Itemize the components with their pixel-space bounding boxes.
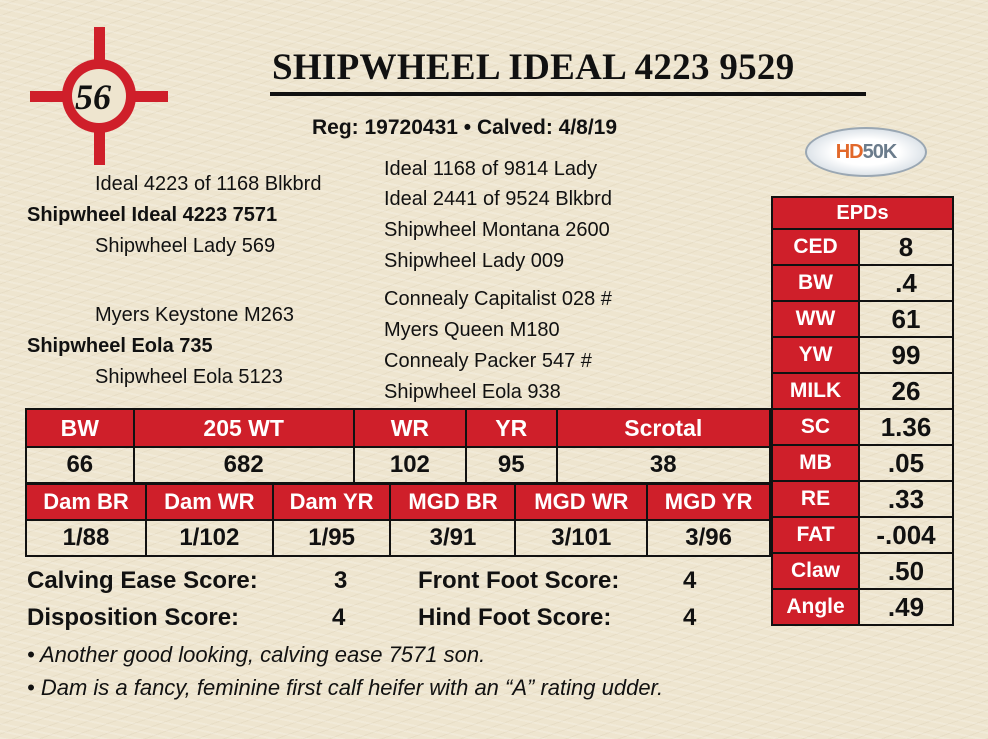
header-cell: Dam YR — [271, 483, 392, 521]
sire: Shipwheel Ideal 4223 7571 — [27, 204, 278, 226]
epd-value: 61 — [858, 300, 954, 338]
value-cell: 102 — [352, 446, 467, 484]
epd-row: MILK 26 — [771, 372, 954, 410]
sire-dam-sire: Shipwheel Montana 2600 — [384, 219, 610, 241]
animal-name-title: SHIPWHEEL IDEAL 4223 9529 — [272, 47, 795, 88]
epd-row: MB .05 — [771, 444, 954, 482]
dam-sire-sire: Connealy Capitalist 028 # — [384, 288, 612, 310]
front-foot-score-label: Front Foot Score: — [418, 567, 620, 594]
sire-sire-sire: Ideal 1168 of 9814 Lady — [384, 158, 598, 180]
epd-row: Angle .49 — [771, 588, 954, 626]
epd-row: BW .4 — [771, 264, 954, 302]
disposition-score: 4 — [332, 604, 346, 631]
sire-sire: Ideal 4223 of 1168 Blkbrd — [95, 173, 322, 195]
sire-dam-dam: Shipwheel Lady 009 — [384, 250, 565, 272]
header-cell: 205 WT — [132, 408, 355, 448]
value-cell: 3/96 — [646, 519, 771, 557]
header-cell: WR — [352, 408, 467, 448]
epd-value: .49 — [858, 588, 954, 626]
lot-number: 56 — [75, 77, 111, 117]
header-cell: Dam BR — [25, 483, 147, 521]
epd-row: Claw .50 — [771, 552, 954, 590]
value-cell: 3/101 — [514, 519, 649, 557]
performance-table: BW 205 WT WR YR Scrotal 66 682 102 95 38 — [25, 408, 772, 484]
epd-value: -.004 — [858, 516, 954, 554]
lot-badge-crosshair-icon — [30, 27, 168, 165]
epd-value: .4 — [858, 264, 954, 302]
epd-label: Angle — [771, 588, 860, 626]
epd-label: MILK — [771, 372, 860, 410]
epd-value: 1.36 — [858, 408, 954, 446]
title-underline — [270, 92, 866, 96]
epd-label: BW — [771, 264, 860, 302]
value-cell: 95 — [464, 446, 558, 484]
header-cell: MGD BR — [389, 483, 517, 521]
epd-label: YW — [771, 336, 860, 374]
value-cell: 3/91 — [389, 519, 517, 557]
header-cell: MGD YR — [646, 483, 771, 521]
header-cell: Scrotal — [555, 408, 772, 448]
epd-value: .50 — [858, 552, 954, 590]
epd-label: SC — [771, 408, 860, 446]
epd-row: RE .33 — [771, 480, 954, 518]
epd-label: CED — [771, 228, 860, 266]
header-cell: MGD WR — [514, 483, 649, 521]
note-2: • Dam is a fancy, feminine first calf he… — [27, 675, 664, 700]
dam-sire: Myers Keystone M263 — [95, 304, 294, 326]
epd-row: WW 61 — [771, 300, 954, 338]
epd-value: .05 — [858, 444, 954, 482]
dam: Shipwheel Eola 735 — [27, 335, 213, 357]
value-cell: 1/95 — [271, 519, 392, 557]
dam-sire-dam: Myers Queen M180 — [384, 319, 560, 341]
value-cell: 1/102 — [145, 519, 274, 557]
hind-foot-score: 4 — [683, 604, 697, 631]
header-cell: BW — [25, 408, 135, 448]
hd50k-logo: HD 50K — [805, 127, 927, 177]
epd-value: .33 — [858, 480, 954, 518]
epd-value: 8 — [858, 228, 954, 266]
dam-records-table: Dam BR Dam WR Dam YR MGD BR MGD WR MGD Y… — [25, 483, 771, 557]
logo-hd: HD — [835, 140, 864, 163]
dam-dam-sire: Connealy Packer 547 # — [384, 350, 592, 372]
logo-50k: 50K — [862, 140, 898, 163]
epd-row: SC 1.36 — [771, 408, 954, 446]
epd-label: Claw — [771, 552, 860, 590]
epd-row: CED 8 — [771, 228, 954, 266]
value-cell: 38 — [555, 446, 772, 484]
note-1: • Another good looking, calving ease 757… — [27, 642, 486, 667]
epd-table: EPDs CED 8 BW .4 WW 61 YW 99 MILK 26 SC 1.36 MB .05 RE… — [771, 196, 954, 626]
epd-value: 99 — [858, 336, 954, 374]
hind-foot-score-label: Hind Foot Score: — [418, 604, 612, 631]
dam-dam-dam: Shipwheel Eola 938 — [384, 381, 561, 403]
value-cell: 66 — [25, 446, 135, 484]
epd-label: WW — [771, 300, 860, 338]
epd-title: EPDs — [771, 196, 954, 230]
epd-label: MB — [771, 444, 860, 482]
epd-value: 26 — [858, 372, 954, 410]
registration-line: Reg: 19720431 • Calved: 4/8/19 — [312, 116, 618, 139]
epd-row: FAT -.004 — [771, 516, 954, 554]
value-cell: 682 — [132, 446, 355, 484]
front-foot-score: 4 — [683, 567, 697, 594]
epd-label: RE — [771, 480, 860, 518]
value-cell: 1/88 — [25, 519, 147, 557]
header-cell: YR — [464, 408, 558, 448]
epd-label: FAT — [771, 516, 860, 554]
calving-ease-score-label: Calving Ease Score: — [27, 567, 258, 594]
sire-sire-dam: Ideal 2441 of 9524 Blkbrd — [384, 188, 612, 210]
epd-row: YW 99 — [771, 336, 954, 374]
sire-dam: Shipwheel Lady 569 — [95, 235, 276, 257]
disposition-score-label: Disposition Score: — [27, 604, 240, 631]
calving-ease-score: 3 — [334, 567, 348, 594]
header-cell: Dam WR — [145, 483, 274, 521]
dam-dam: Shipwheel Eola 5123 — [95, 366, 283, 388]
